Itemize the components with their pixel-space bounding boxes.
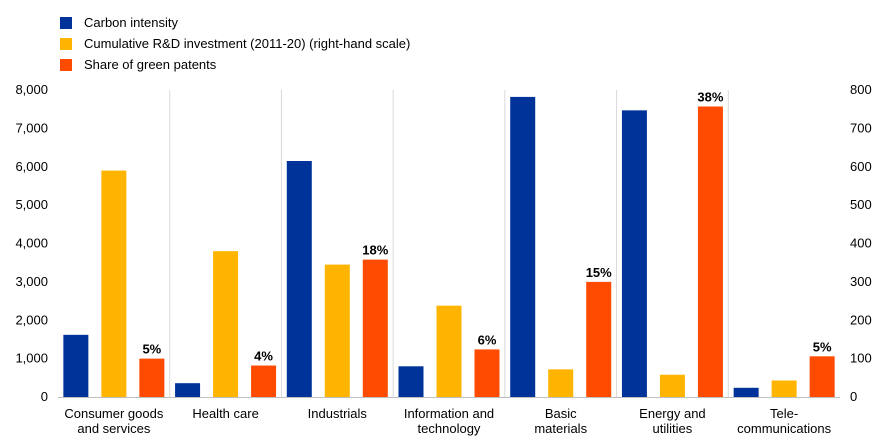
- y-right-tick-label: 200: [850, 312, 872, 327]
- carbon-intensity-bar: [398, 366, 424, 397]
- y-left-tick-label: 0: [41, 389, 48, 404]
- y-left-tick-label: 4,000: [15, 236, 48, 251]
- y-left-tick-label: 1,000: [15, 351, 48, 366]
- y-right-tick-label: 500: [850, 197, 872, 212]
- green-patents-data-label: 4%: [254, 349, 273, 364]
- y-right-tick-label: 300: [850, 274, 872, 289]
- green-patents-data-label: 15%: [586, 265, 612, 280]
- y-left-tick-label: 2,000: [15, 312, 48, 327]
- y-right-tick-label: 700: [850, 120, 872, 135]
- rd-investment-bar: [324, 264, 350, 397]
- y-left-tick-label: 8,000: [15, 82, 48, 97]
- carbon-intensity-bar: [175, 383, 201, 397]
- carbon-intensity-bar: [733, 387, 759, 397]
- chart-legend: Carbon intensity Cumulative R&D investme…: [60, 12, 410, 75]
- green-patents-bar: [139, 358, 165, 397]
- y-right-tick-label: 800: [850, 82, 872, 97]
- green-patents-data-label: 5%: [813, 339, 832, 354]
- green-patents-bar: [362, 259, 388, 397]
- legend-swatch-rd-investment: [60, 37, 72, 50]
- y-right-tick-label: 400: [850, 236, 872, 251]
- carbon-intensity-bar: [510, 96, 536, 397]
- legend-label-green-patents: Share of green patents: [84, 57, 217, 72]
- x-category-label: technology: [418, 421, 481, 436]
- green-patents-bar: [474, 349, 500, 397]
- y-left-tick-label: 3,000: [15, 274, 48, 289]
- x-category-label: Basic: [545, 406, 577, 421]
- y-right-tick-label: 100: [850, 351, 872, 366]
- x-category-label: Consumer goods: [64, 406, 163, 421]
- rd-investment-bar: [548, 369, 574, 397]
- carbon-intensity-bar: [621, 110, 647, 398]
- green-patents-bar: [586, 281, 612, 397]
- y-left-tick-label: 6,000: [15, 159, 48, 174]
- legend-swatch-carbon-intensity: [60, 16, 72, 29]
- carbon-intensity-bar: [63, 334, 89, 397]
- y-right-tick-label: 0: [850, 389, 857, 404]
- x-category-label: Health care: [192, 406, 258, 421]
- green-patents-data-label: 6%: [478, 332, 497, 347]
- rd-investment-bar: [101, 170, 127, 397]
- x-category-label: utilities: [653, 421, 693, 436]
- rd-investment-bar: [771, 380, 797, 397]
- green-patents-data-label: 5%: [142, 342, 161, 357]
- legend-item-green-patents: Share of green patents: [60, 54, 410, 75]
- y-left-tick-label: 5,000: [15, 197, 48, 212]
- x-category-label: Information and: [404, 406, 494, 421]
- legend-item-rd-investment: Cumulative R&D investment (2011-20) (rig…: [60, 33, 410, 54]
- x-category-label: Industrials: [308, 406, 368, 421]
- green-patents-data-label: 18%: [362, 243, 388, 258]
- green-patents-bar: [251, 365, 277, 397]
- rd-investment-bar: [436, 305, 462, 397]
- carbon-intensity-bar: [286, 160, 312, 397]
- x-category-label: Tele-: [770, 406, 798, 421]
- green-patents-bar: [697, 106, 723, 397]
- green-patents-data-label: 38%: [697, 90, 723, 105]
- y-right-tick-label: 600: [850, 159, 872, 174]
- x-category-label: Energy and: [639, 406, 706, 421]
- legend-swatch-green-patents: [60, 58, 72, 71]
- legend-item-carbon-intensity: Carbon intensity: [60, 12, 410, 33]
- legend-label-carbon-intensity: Carbon intensity: [84, 15, 178, 30]
- x-category-label: materials: [534, 421, 587, 436]
- rd-investment-bar: [659, 374, 685, 397]
- y-left-tick-label: 7,000: [15, 120, 48, 135]
- green-patents-bar: [809, 356, 835, 397]
- x-category-label: communications: [737, 421, 831, 436]
- rd-investment-bar: [213, 251, 239, 397]
- x-category-label: and services: [77, 421, 150, 436]
- legend-label-rd-investment: Cumulative R&D investment (2011-20) (rig…: [84, 36, 411, 51]
